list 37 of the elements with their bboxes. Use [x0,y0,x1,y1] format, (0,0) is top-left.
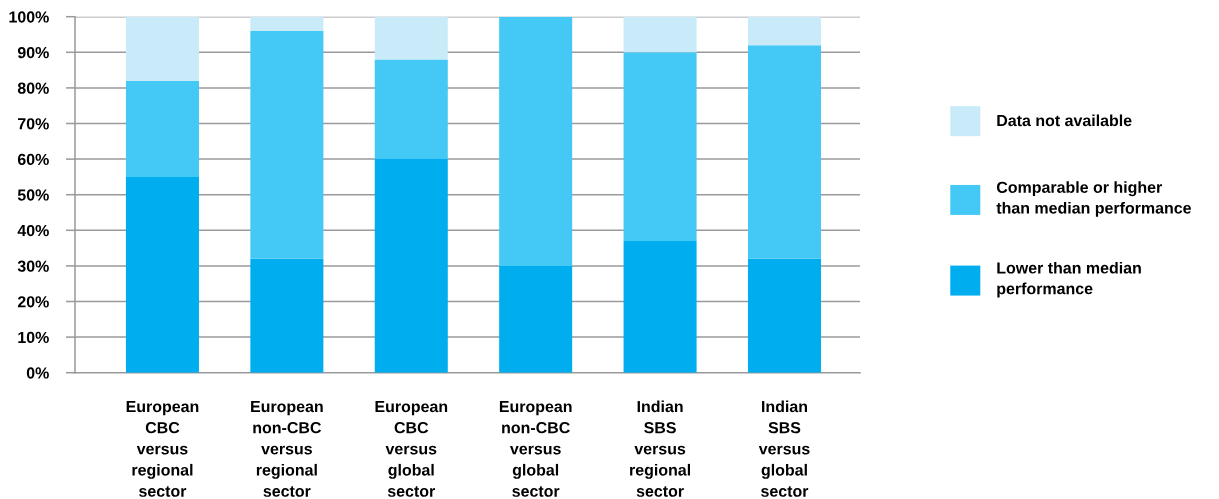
x-tick-label: European non-CBC versus regional sector [251,401,323,497]
y-tick-label: 60% [17,153,49,166]
y-tick-label: 0% [26,367,49,379]
bar [747,45,821,259]
bar [374,159,448,373]
x-tick-label: European non-CBC versus global sector [499,401,572,497]
bar [125,176,199,373]
y-tick-label: 30% [17,260,49,272]
legend-label: Comparable or higher than median performance [996,181,1191,217]
bar [623,16,697,53]
y-tick-label: 90% [17,46,49,59]
bar [623,240,697,373]
y-tick-label: 20% [17,296,49,308]
bar [125,80,199,177]
y-tick-label: 10% [18,331,49,344]
bar [623,52,697,241]
legend-label: Data not available [997,114,1132,127]
bar [747,16,821,46]
bar [499,265,573,373]
bar [374,16,448,60]
x-tick-label: European CBC versus global sector [375,401,448,497]
y-tick-label: 80% [17,82,49,94]
bar [250,258,324,373]
bar [374,59,448,160]
x-tick-label: Indian SBS versus regional sector [630,400,691,497]
y-tick-label: 40% [17,224,49,237]
bar [499,16,573,266]
legend-label: Lower than median performance [997,261,1141,298]
bar [250,16,324,31]
y-tick-label: 100% [9,11,49,23]
y-tick-label: 50% [17,189,49,201]
bar [125,16,199,81]
bar [747,258,821,373]
x-tick-label: Indian SBS versus global sector [758,400,810,497]
x-tick-label: European CBC versus regional sector [126,401,199,497]
bar [250,30,324,259]
y-tick-label: 70% [18,118,49,130]
